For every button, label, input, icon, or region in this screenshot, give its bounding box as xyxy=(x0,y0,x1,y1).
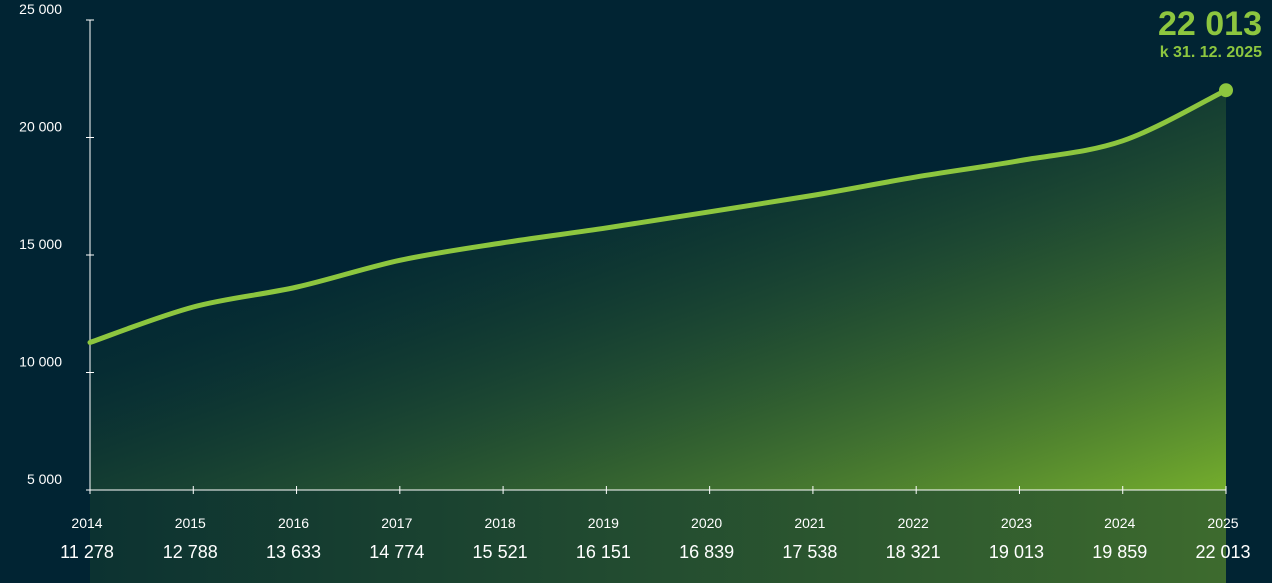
end-point xyxy=(1219,83,1233,98)
x-tick-label: 2020 xyxy=(691,515,722,531)
x-tick-label: 2017 xyxy=(381,515,412,531)
callout: 22 013 k 31. 12. 2025 xyxy=(1158,5,1262,61)
data-label: 22 013 xyxy=(1195,542,1250,562)
line-layer xyxy=(87,83,1233,345)
data-label: 15 521 xyxy=(473,542,528,562)
x-tick-label: 2024 xyxy=(1104,515,1135,531)
data-label: 16 151 xyxy=(576,542,631,562)
y-tick-label: 15 000 xyxy=(19,236,62,252)
series-line xyxy=(87,87,1229,345)
area-fill xyxy=(90,90,1226,490)
callout-date: k 31. 12. 2025 xyxy=(1160,44,1262,61)
data-label: 19 013 xyxy=(989,542,1044,562)
x-tick-label: 2018 xyxy=(485,515,516,531)
y-tick-label: 20 000 xyxy=(19,119,62,135)
data-label: 14 774 xyxy=(369,542,424,562)
data-label: 12 788 xyxy=(163,542,218,562)
x-tick-label: 2014 xyxy=(71,515,102,531)
data-label: 19 859 xyxy=(1092,542,1147,562)
area-layer xyxy=(90,90,1226,583)
x-tick-label: 2015 xyxy=(175,515,206,531)
y-tick-label: 10 000 xyxy=(19,354,62,370)
label-band xyxy=(90,490,1226,583)
x-tick-label: 2025 xyxy=(1207,515,1238,531)
y-tick-label: 5 000 xyxy=(27,471,62,487)
y-tick-label: 25 000 xyxy=(19,1,62,17)
labels-layer: 2014 11 278 2015 12 788 2016 13 633 2017 14 774… xyxy=(60,515,1250,562)
x-tick-label: 2016 xyxy=(278,515,309,531)
axes-layer: 5 000 10 000 15 000 20 000 25 000 xyxy=(19,1,1227,494)
data-label: 18 321 xyxy=(886,542,941,562)
x-tick-label: 2022 xyxy=(898,515,929,531)
callout-value: 22 013 xyxy=(1158,5,1262,43)
data-label: 11 278 xyxy=(60,542,114,562)
x-tick-label: 2023 xyxy=(1001,515,1032,531)
x-tick-label: 2019 xyxy=(588,515,619,531)
data-label: 16 839 xyxy=(679,542,734,562)
x-tick-label: 2021 xyxy=(794,515,825,531)
data-label: 17 538 xyxy=(782,542,837,562)
data-label: 13 633 xyxy=(266,542,321,562)
